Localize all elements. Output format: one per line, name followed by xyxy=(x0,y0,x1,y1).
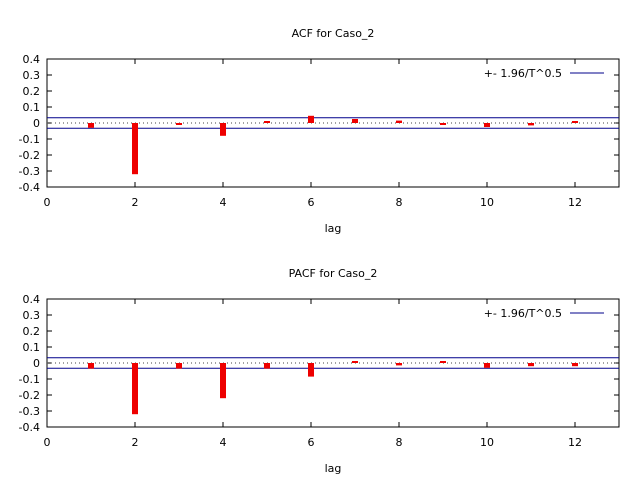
acf-ytick-label: 0 xyxy=(33,117,40,130)
acf-ytick-label: 0.3 xyxy=(23,69,41,82)
pacf-bar-lag-10 xyxy=(484,363,490,368)
pacf-xtick-label: 8 xyxy=(396,436,403,449)
acf-ytick-label: 0.1 xyxy=(23,101,41,114)
acf-bar-lag-12 xyxy=(572,121,578,123)
acf-xtick-label: 6 xyxy=(308,196,315,209)
acf-ytick-label: -0.2 xyxy=(19,149,40,162)
pacf-xtick-label: 2 xyxy=(132,436,139,449)
acf-xtick-label: 12 xyxy=(568,196,582,209)
pacf-ytick-label: 0 xyxy=(33,357,40,370)
pacf-panel: PACF for Caso_2 lag +- 1.96/T^0.5 0.4 0.3… xyxy=(19,267,620,475)
pacf-xtick-label: 0 xyxy=(44,436,51,449)
acf-bar-lag-9 xyxy=(440,123,446,125)
acf-panel: ACF for Caso_2 lag +- 1.96/T^0.5 0.4 0.3 0… xyxy=(19,27,620,235)
pacf-bar-lag-2 xyxy=(132,363,138,415)
acf-xtick-label: 10 xyxy=(480,196,494,209)
pacf-xlabel: lag xyxy=(325,462,342,475)
pacf-ytick-label: -0.4 xyxy=(19,421,40,434)
pacf-ytick-label: 0.4 xyxy=(23,293,41,306)
acf-bar-lag-3 xyxy=(176,123,182,125)
pacf-bar-lag-12 xyxy=(572,363,578,367)
pacf-bar-lag-3 xyxy=(176,363,182,369)
pacf-xtick-label: 6 xyxy=(308,436,315,449)
acf-xtick-label: 8 xyxy=(396,196,403,209)
pacf-bar-lag-11 xyxy=(528,363,534,367)
pacf-ytick-label: 0.1 xyxy=(23,341,41,354)
acf-ytick-label: 0.2 xyxy=(23,85,41,98)
acf-bar-lag-11 xyxy=(528,123,534,126)
pacf-xtick-label: 4 xyxy=(220,436,227,449)
pacf-bar-lag-1 xyxy=(88,363,94,369)
acf-ytick-label: 0.4 xyxy=(23,53,41,66)
pacf-xtick-label: 12 xyxy=(568,436,582,449)
acf-ytick-label: -0.4 xyxy=(19,181,40,194)
acf-title: ACF for Caso_2 xyxy=(292,27,375,40)
pacf-ytick-label: 0.2 xyxy=(23,325,41,338)
pacf-ytick-label: -0.2 xyxy=(19,389,40,402)
acf-bar-lag-10 xyxy=(484,123,490,127)
acf-bar-lag-8 xyxy=(396,120,402,123)
acf-bar-lag-5 xyxy=(264,121,270,123)
pacf-bar-lag-4 xyxy=(220,363,226,399)
pacf-bar-lag-9 xyxy=(440,361,446,363)
acf-xtick-label: 0 xyxy=(44,196,51,209)
pacf-xtick-label: 10 xyxy=(480,436,494,449)
pacf-bar-lag-6 xyxy=(308,363,314,377)
pacf-ytick-label: -0.3 xyxy=(19,405,40,418)
acf-xtick-label: 2 xyxy=(132,196,139,209)
pacf-legend-label: +- 1.96/T^0.5 xyxy=(484,307,562,320)
acf-bar-lag-4 xyxy=(220,123,226,136)
pacf-bar-lag-5 xyxy=(264,363,270,369)
acf-bar-lag-1 xyxy=(88,123,94,128)
acf-bar-lag-7 xyxy=(352,119,358,123)
acf-bar-lag-6 xyxy=(308,115,314,123)
pacf-ytick-label: 0.3 xyxy=(23,309,41,322)
pacf-ytick-label: -0.1 xyxy=(19,373,40,386)
acf-xtick-label: 4 xyxy=(220,196,227,209)
acf-xlabel: lag xyxy=(325,222,342,235)
pacf-bar-lag-7 xyxy=(352,361,358,363)
pacf-title: PACF for Caso_2 xyxy=(289,267,378,280)
pacf-bar-lag-8 xyxy=(396,363,402,366)
acf-ytick-label: -0.1 xyxy=(19,133,40,146)
acf-bar-lag-2 xyxy=(132,123,138,175)
acf-ytick-label: -0.3 xyxy=(19,165,40,178)
acf-legend-label: +- 1.96/T^0.5 xyxy=(484,67,562,80)
